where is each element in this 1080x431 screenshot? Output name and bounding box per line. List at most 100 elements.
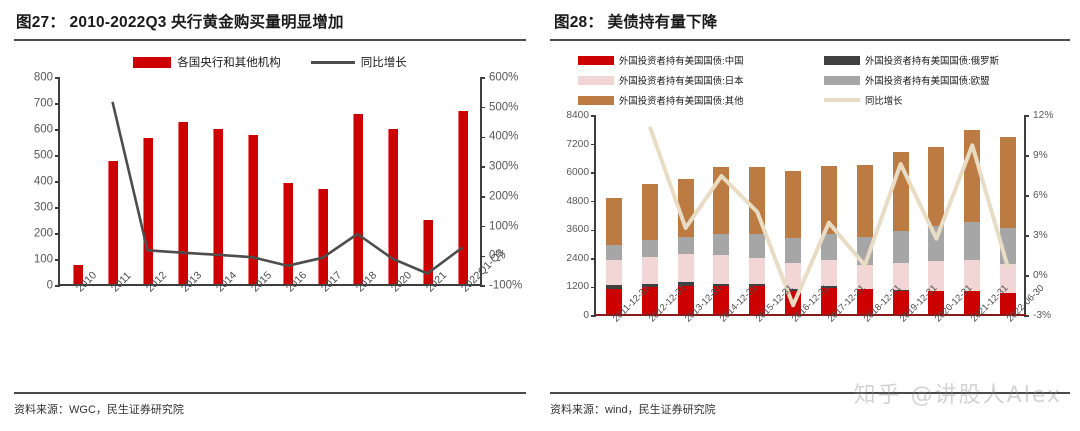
figure-27-source: 资料来源：WGC，民生证券研究院: [14, 392, 526, 417]
bar: [72, 265, 83, 286]
axis-spine: [1024, 116, 1026, 316]
bar-slot: [340, 78, 375, 286]
source-rule: [14, 392, 526, 394]
axis-tick-label: 1200: [566, 281, 589, 293]
figure-27-legend-item: 各国央行和其他机构: [133, 54, 281, 70]
bar: [457, 111, 468, 286]
bar-segment: [785, 262, 802, 289]
bar-segment: [1000, 137, 1017, 228]
bar-segment: [892, 231, 909, 263]
figure-28-right-axis: -3% 0% 3% 6% 9% 12%: [1024, 110, 1070, 321]
bar-slot: [811, 116, 847, 316]
figure-28-title: 图28： 美债持有量下降: [550, 0, 1070, 41]
bar-segment: [820, 166, 837, 235]
bar: [212, 128, 223, 286]
figure-28-source-text: 资料来源：wind，民生证券研究院: [550, 404, 716, 416]
bar-segment: [964, 291, 981, 316]
bar-segment: [605, 288, 622, 316]
axis-tick-label: 400: [33, 175, 53, 188]
axis-tick-label: 3%: [1033, 229, 1048, 241]
bar: [352, 114, 363, 286]
axis-tick-mark: [55, 77, 60, 79]
bar-segment: [892, 262, 909, 291]
bar-slot: [918, 116, 954, 316]
bar-segment: [856, 164, 873, 237]
axis-tick-mark: [1024, 195, 1029, 197]
axis-tick-label: 0%: [489, 249, 506, 262]
legend-label: 外国投资者持有美国国债:俄罗斯: [865, 55, 999, 66]
axis-tick-mark: [591, 258, 596, 260]
figure-28-left-axis: 0 1200 2400 3600 4800 6000 7200 8400: [550, 110, 596, 321]
bar-slot: [165, 78, 200, 286]
axis-tick-mark: [1024, 235, 1029, 237]
source-rule: [550, 392, 1070, 394]
bar-slot: [847, 116, 883, 316]
axis-tick-label: 200: [33, 227, 53, 240]
bar: [387, 128, 398, 286]
bar-segment: [641, 257, 658, 284]
bar-slot: [270, 78, 305, 286]
legend-line-swatch: [310, 60, 355, 64]
axis-tick-label: 0%: [1033, 269, 1048, 281]
axis-tick-mark: [591, 172, 596, 174]
axis-tick-label: 4800: [566, 195, 589, 207]
bar-segment: [713, 254, 730, 285]
bar-segment: [1000, 292, 1017, 316]
figure-27-legend: 各国央行和其他机构 同比增长: [14, 54, 526, 70]
axis-tick-label: 200%: [489, 190, 519, 203]
figure-27-line-series: [111, 101, 464, 275]
axis-tick-mark: [591, 201, 596, 203]
bar-segment: [713, 284, 730, 287]
bar: [177, 122, 188, 286]
figure-28-legend-item: 外国投资者持有美国国债:俄罗斯: [824, 50, 1074, 70]
bar-segment: [677, 282, 694, 286]
figure-28-legend-item: 同比增长: [824, 90, 1074, 110]
figure-27-legend-item: 同比增长: [310, 54, 407, 70]
axis-tick-mark: [1024, 315, 1029, 317]
axis-tick-label: 7200: [566, 138, 589, 150]
axis-tick-mark: [1024, 275, 1029, 277]
bar: [107, 161, 118, 286]
figure-27-baseline: [60, 284, 480, 286]
bar-segment: [677, 285, 694, 316]
bar: [142, 137, 153, 286]
bar-segment: [677, 236, 694, 255]
figure-27-panel: 图27： 2010-2022Q3 央行黄金购买量明显增加 各国央行和其他机构 同比…: [14, 14, 526, 417]
bar-segment: [928, 290, 945, 316]
bar-segment: [605, 259, 622, 286]
bar-segment: [713, 286, 730, 316]
axis-tick-label: 600: [33, 123, 53, 136]
bar-segment: [641, 183, 658, 241]
legend-label: 同比增长: [865, 95, 903, 106]
figure-28-canvas: [596, 116, 1026, 316]
axis-tick-mark: [480, 77, 485, 79]
bar-segment: [964, 222, 981, 261]
bar-segment: [605, 198, 622, 245]
legend-box-swatch: [824, 75, 860, 85]
figure-27-left-axis: 0 100 200 300 400 500 600 700 800: [14, 72, 60, 291]
axis-tick-mark: [480, 255, 485, 257]
figure-28-legend-item: 外国投资者持有美国国债:中国: [578, 50, 824, 70]
figure-27-plot: 0 100 200 300 400 500 600 700 800 -100% 0% 100% 200…: [14, 72, 526, 291]
axis-tick-mark: [480, 225, 485, 228]
axis-tick-label: 400%: [489, 130, 519, 143]
bar: [422, 219, 433, 286]
legend-label: 外国投资者持有美国国债:欧盟: [865, 75, 990, 86]
axis-tick-mark: [591, 286, 596, 289]
axis-tick-mark: [591, 315, 596, 317]
legend-label: 各国央行和其他机构: [177, 57, 281, 69]
bar-segment: [820, 285, 837, 288]
axis-tick-label: -100%: [489, 279, 523, 292]
axis-tick-label: 0: [583, 309, 589, 321]
figure-28-legend-item: 外国投资者持有美国国债:其他: [578, 90, 824, 110]
stacked-bar: [641, 183, 658, 316]
figure-28-panel: 图28： 美债持有量下降 外国投资者持有美国国债:中国 外国投资者持有美国国债:俄…: [540, 0, 1080, 431]
figure-27-right-axis: -100% 0% 100% 200% 300% 400% 500% 600%: [480, 72, 526, 291]
bar-slot: [990, 116, 1026, 316]
bar-segment: [785, 170, 802, 239]
axis-tick-label: 2400: [566, 252, 589, 264]
bar-segment: [928, 260, 945, 291]
bar-segment: [749, 233, 766, 258]
legend-label: 外国投资者持有美国国债:其他: [619, 95, 744, 106]
bar-slot: [235, 78, 270, 286]
